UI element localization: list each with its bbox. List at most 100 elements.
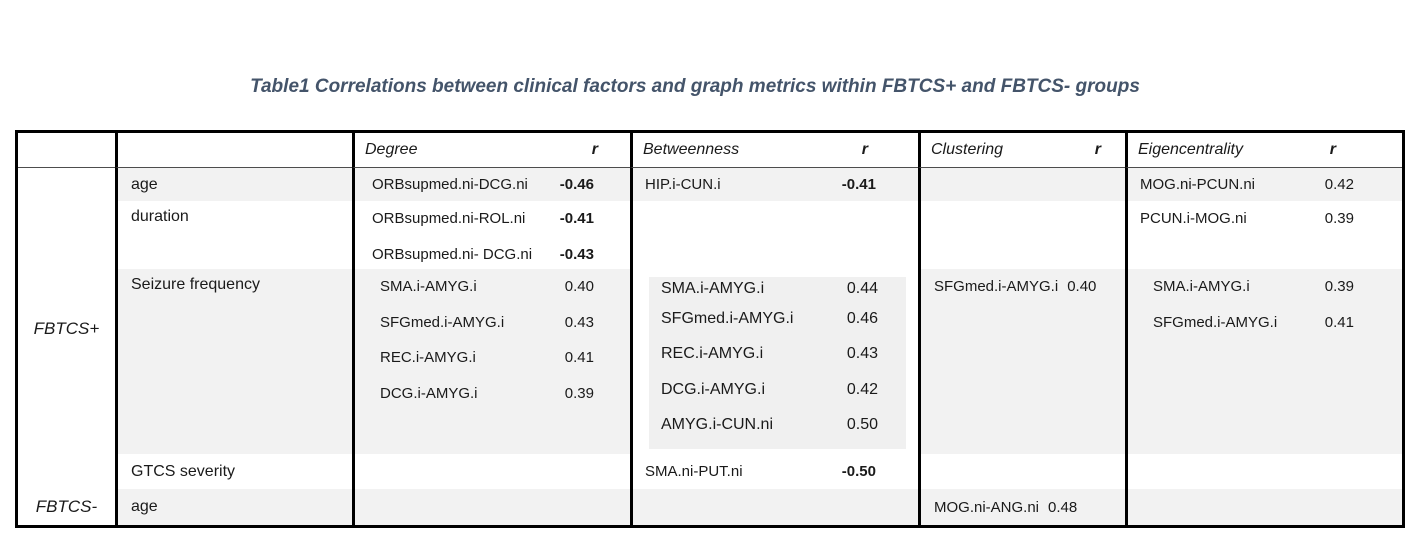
r-value: -0.46 [559,176,594,193]
header-clustering: Clustering r [918,133,1125,168]
betweenness-age-minus-cell [630,489,918,525]
r-value: 0.42 [846,380,878,398]
eigencentrality-gtcs-cell [1125,454,1402,489]
connection-pair: ORBsupmed.ni-ROL.ni [372,210,526,228]
r-value: 0.50 [846,416,878,434]
eigencentrality-seizure-cell: SMA.i-AMYG.i 0.39 SFGmed.i-AMYG.i 0.41 [1125,269,1402,454]
correlation-entry: REC.i-AMYG.i 0.41 [355,340,630,376]
connection-pair: AMYG.i-CUN.ni [661,416,774,434]
header-empty-group [18,133,115,168]
correlation-entry: REC.i-AMYG.i 0.43 [649,337,906,373]
r-value: 0.41 [564,349,594,367]
factor-gtcs-severity: GTCS severity [115,454,352,489]
correlation-entry: ORBsupmed.ni-DCG.ni -0.46 [355,176,630,193]
correlation-entry: SMA.i-AMYG.i 0.40 [355,269,630,305]
r-value: -0.41 [841,176,876,193]
degree-seizure-cell: SMA.i-AMYG.i 0.40 SFGmed.i-AMYG.i 0.43 R… [352,269,630,454]
clustering-gtcs-cell [918,454,1125,489]
r-value: 0.46 [846,309,878,327]
correlation-entry: SMA.i-AMYG.i 0.44 [649,277,906,301]
factor-age: age [115,168,352,201]
header-eigencentrality: Eigencentrality r [1125,133,1402,168]
clustering-age-cell [918,168,1125,201]
connection-pair: DCG.i-AMYG.i [661,380,765,398]
shaded-inset-block: SMA.i-AMYG.i 0.44 SFGmed.i-AMYG.i 0.46 R… [649,277,906,449]
connection-pair: REC.i-AMYG.i [380,349,476,367]
correlation-entry: MOG.ni-ANG.ni 0.48 [921,499,1125,516]
connection-pair: SFGmed.i-AMYG.i [1153,313,1278,331]
degree-age-cell: ORBsupmed.ni-DCG.ni -0.46 [352,168,630,201]
r-value: 0.39 [564,384,594,402]
r-value: 0.43 [846,345,878,363]
clustering-seizure-cell: SFGmed.i-AMYG.i 0.40 [918,269,1125,454]
connection-pair: SMA.i-AMYG.i [380,278,477,296]
degree-duration-cell: ORBsupmed.ni-ROL.ni -0.41 ORBsupmed.ni- … [352,201,630,269]
header-degree-r: r [591,141,598,158]
correlation-entry: MOG.ni-PCUN.ni 0.42 [1128,176,1402,193]
r-value: 0.43 [564,313,594,331]
betweenness-age-cell: HIP.i-CUN.i -0.41 [630,168,918,201]
connection-pair: ORBsupmed.ni-DCG.ni [372,176,528,193]
connection-pair: PCUN.i-MOG.ni [1140,210,1247,228]
degree-gtcs-cell [352,454,630,489]
correlation-entry: SMA.i-AMYG.i 0.39 [1128,269,1402,305]
factor-duration: duration [115,201,352,269]
correlation-entry: ORBsupmed.ni- DCG.ni -0.43 [355,237,630,273]
r-value: -0.41 [559,210,594,228]
betweenness-seizure-cell: SMA.i-AMYG.i 0.44 SFGmed.i-AMYG.i 0.46 R… [630,269,918,454]
factor-age-fbtcs-minus: age [115,489,352,525]
connection-pair: REC.i-AMYG.i [661,345,764,363]
header-betweenness-r: r [861,141,868,158]
correlation-entry: SFGmed.i-AMYG.i 0.40 [921,269,1125,305]
r-value: 0.40 [564,278,594,296]
group-label-fbtcs-minus: FBTCS- [18,489,115,525]
correlation-entry: PCUN.i-MOG.ni 0.39 [1128,201,1402,237]
factor-seizure-frequency: Seizure frequency [115,269,352,454]
eigencentrality-age-cell: MOG.ni-PCUN.ni 0.42 [1125,168,1402,201]
correlation-entry: AMYG.i-CUN.ni 0.50 [649,408,906,444]
r-value: 0.39 [1324,278,1354,296]
connection-pair: SMA.i-AMYG.i [1153,278,1250,296]
correlation-entry: ORBsupmed.ni-ROL.ni -0.41 [355,201,630,237]
eigencentrality-duration-cell: PCUN.i-MOG.ni 0.39 [1125,201,1402,269]
betweenness-gtcs-cell: SMA.ni-PUT.ni -0.50 [630,454,918,489]
correlation-entry: SFGmed.i-AMYG.i 0.46 [649,301,906,337]
connection-pair: ORBsupmed.ni- DCG.ni [372,245,533,263]
r-value: 0.48 [1048,498,1078,516]
r-value: -0.43 [559,245,594,263]
connection-pair: SMA.i-AMYG.i [661,280,765,297]
connection-pair: SFGmed.i-AMYG.i [380,313,505,331]
betweenness-duration-cell [630,201,918,269]
connection-pair: MOG.ni-ANG.ni [934,498,1040,516]
correlation-entry: SFGmed.i-AMYG.i 0.43 [355,305,630,341]
r-value: 0.39 [1324,210,1354,228]
clustering-age-minus-cell: MOG.ni-ANG.ni 0.48 [918,489,1125,525]
connection-pair: DCG.i-AMYG.i [380,384,478,402]
eigencentrality-age-minus-cell [1125,489,1402,525]
r-value: 0.44 [846,280,878,297]
header-clustering-r: r [1094,141,1101,158]
correlation-entry: SFGmed.i-AMYG.i 0.41 [1128,305,1402,341]
r-value: 0.41 [1324,313,1354,331]
r-value: -0.50 [841,463,876,480]
header-eigencentrality-r: r [1329,141,1336,158]
r-value: 0.42 [1324,176,1354,193]
group-label-fbtcs-plus: FBTCS+ [18,168,115,489]
connection-pair: SFGmed.i-AMYG.i [661,309,794,327]
correlations-table: Degree r Betweenness r Clustering r Eige… [15,130,1405,528]
correlation-entry: HIP.i-CUN.i -0.41 [633,176,918,193]
header-betweenness-label: Betweenness [643,141,740,158]
connection-pair: SMA.ni-PUT.ni [645,463,743,480]
header-degree: Degree r [352,133,630,168]
header-degree-label: Degree [365,141,418,158]
header-clustering-label: Clustering [931,141,1004,158]
connection-pair: SFGmed.i-AMYG.i [934,278,1059,296]
connection-pair: MOG.ni-PCUN.ni [1140,176,1256,193]
header-empty-factor [115,133,352,168]
correlation-entry: DCG.i-AMYG.i 0.39 [355,376,630,412]
connection-pair: HIP.i-CUN.i [645,176,721,193]
clustering-duration-cell [918,201,1125,269]
degree-age-minus-cell [352,489,630,525]
table-title: Table1 Correlations between clinical fac… [250,76,1140,97]
header-eigencentrality-label: Eigencentrality [1138,141,1243,158]
